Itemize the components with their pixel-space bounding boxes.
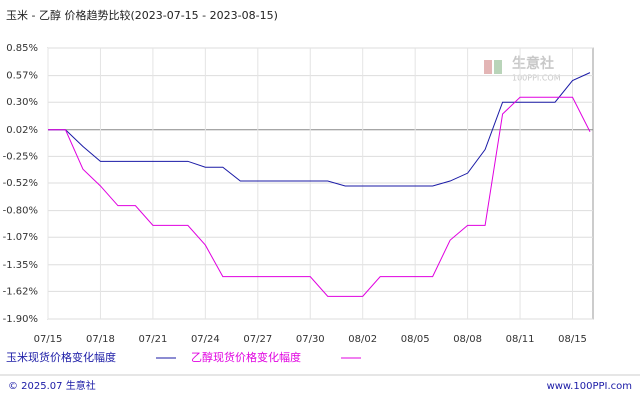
y-tick-label: -1.62% bbox=[3, 286, 38, 297]
y-tick-label: 0.57% bbox=[6, 71, 38, 82]
series-line bbox=[48, 72, 591, 187]
x-tick-label: 07/24 bbox=[191, 334, 220, 345]
x-tick-label: 07/15 bbox=[34, 334, 63, 345]
y-tick-label: 0.02% bbox=[6, 125, 38, 136]
footer-right: www.100PPI.com bbox=[547, 381, 632, 392]
y-tick-label: -1.90% bbox=[3, 314, 38, 325]
x-tick-label: 08/05 bbox=[401, 334, 430, 345]
x-tick-label: 07/30 bbox=[296, 334, 325, 345]
y-tick-label: -0.52% bbox=[3, 178, 38, 189]
x-tick-label: 07/27 bbox=[243, 334, 272, 345]
chart-title: 玉米 - 乙醇 价格趋势比较(2023-07-15 - 2023-08-15) bbox=[6, 8, 278, 22]
y-tick-label: -1.35% bbox=[3, 260, 38, 271]
x-tick-label: 07/18 bbox=[86, 334, 115, 345]
series-line bbox=[48, 96, 591, 297]
watermark: 生意社 100PPI.COM bbox=[484, 55, 561, 83]
footer-left: © 2025.07 生意社 bbox=[8, 379, 96, 392]
x-tick-label: 08/15 bbox=[558, 334, 587, 345]
legend-label: 乙醇现货价格变化幅度 bbox=[191, 350, 301, 364]
x-tick-label: 08/11 bbox=[506, 334, 535, 345]
y-tick-label: -0.25% bbox=[3, 151, 38, 162]
y-tick-label: 0.30% bbox=[6, 97, 38, 108]
watermark-url: 100PPI.COM bbox=[512, 74, 561, 83]
y-tick-label: -1.07% bbox=[3, 232, 38, 243]
y-tick-label: 0.85% bbox=[6, 43, 38, 54]
x-tick-label: 08/02 bbox=[348, 334, 377, 345]
x-tick-label: 08/08 bbox=[453, 334, 482, 345]
y-tick-label: -0.80% bbox=[3, 206, 38, 217]
x-tick-label: 07/21 bbox=[138, 334, 167, 345]
watermark-text: 生意社 bbox=[512, 55, 554, 72]
legend-label: 玉米现货价格变化幅度 bbox=[6, 350, 116, 364]
